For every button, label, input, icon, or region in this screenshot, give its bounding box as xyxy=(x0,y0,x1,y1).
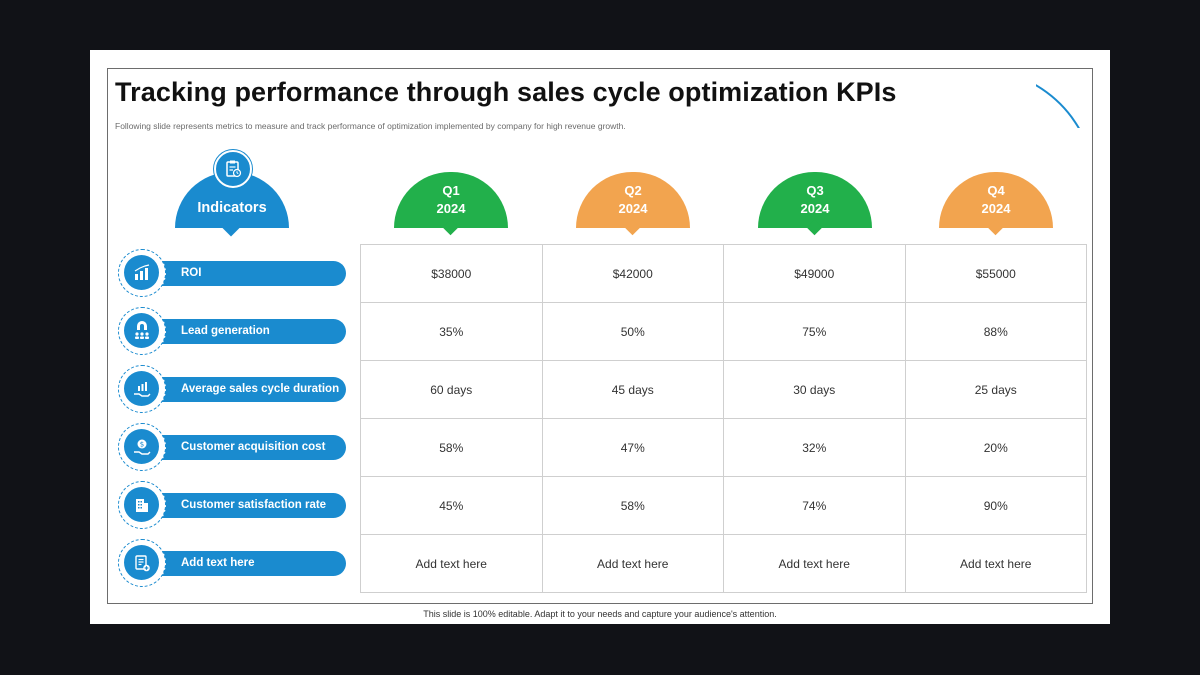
indicator-label: Customer acquisition cost xyxy=(181,441,326,453)
table-cell: Add text here xyxy=(723,534,906,593)
indicator-label: Customer satisfaction rate xyxy=(181,499,327,511)
table-cell: 58% xyxy=(541,476,724,535)
slide-frame xyxy=(107,68,1093,604)
indicator-pill: Customer acquisition cost xyxy=(148,435,346,460)
table-cell: 58% xyxy=(360,418,543,477)
footer-note: This slide is 100% editable. Adapt it to… xyxy=(423,609,777,619)
indicator-label: Lead generation xyxy=(181,325,270,337)
hand-money-icon: $ xyxy=(124,429,159,464)
clipboard-clock-icon xyxy=(214,150,252,188)
table-cell: $38000 xyxy=(360,244,543,303)
indicator-pill: Customer satisfaction rate xyxy=(148,493,346,518)
table-cell: 90% xyxy=(904,476,1087,535)
quarter-label: Q3 xyxy=(806,183,824,198)
indicator-pill: ROI xyxy=(148,261,346,286)
table-row: 58% 47% 32% 20% xyxy=(360,418,1087,477)
roi-chart-icon xyxy=(124,255,159,290)
document-plus-icon xyxy=(124,545,159,580)
indicator-add-text: Add text here xyxy=(118,534,348,592)
indicators-label: Indicators xyxy=(197,200,267,216)
table-cell: 74% xyxy=(723,476,906,535)
table-row: Add text here Add text here Add text her… xyxy=(360,534,1087,593)
table-cell: 35% xyxy=(360,302,543,361)
hand-chart-icon xyxy=(124,371,159,406)
indicator-lead-generation: Lead generation xyxy=(118,302,348,360)
table-cell: $49000 xyxy=(723,244,906,303)
table-cell: $55000 xyxy=(904,244,1087,303)
indicator-badge xyxy=(118,307,166,355)
table-cell: 32% xyxy=(723,418,906,477)
table-cell: 20% xyxy=(904,418,1087,477)
table-row: 60 days 45 days 30 days 25 days xyxy=(360,360,1087,419)
svg-text:$: $ xyxy=(139,440,143,448)
indicator-roi: ROI xyxy=(118,244,348,302)
quarter-year: 2024 xyxy=(800,201,830,216)
quarter-label: Q4 xyxy=(987,183,1005,198)
indicator-pill: Add text here xyxy=(148,551,346,576)
quarter-year: 2024 xyxy=(981,201,1011,216)
indicator-label: ROI xyxy=(181,267,202,279)
indicator-badge xyxy=(118,365,166,413)
table-row: 45% 58% 74% 90% xyxy=(360,476,1087,535)
indicator-badge xyxy=(118,249,166,297)
table-row: $38000 $42000 $49000 $55000 xyxy=(360,244,1087,303)
indicator-customer-satisfaction-rate: Customer satisfaction rate xyxy=(118,476,348,534)
page-title: Tracking performance through sales cycle… xyxy=(115,77,897,107)
quarter-label: Q2 xyxy=(624,183,642,198)
table-row: 35% 50% 75% 88% xyxy=(360,302,1087,361)
table-cell: $42000 xyxy=(541,244,724,303)
quarter-label: Q1 xyxy=(442,183,460,198)
table-cell: 45% xyxy=(360,476,543,535)
table-cell: 45 days xyxy=(541,360,724,419)
indicator-label: Average sales cycle duration xyxy=(181,383,340,395)
indicator-customer-acquisition-cost: Customer acquisition cost $ xyxy=(118,418,348,476)
quarter-year: 2024 xyxy=(436,201,466,216)
indicator-badge xyxy=(118,481,166,529)
table-cell: 50% xyxy=(541,302,724,361)
magnet-people-icon xyxy=(124,313,159,348)
table-cell: 47% xyxy=(541,418,724,477)
corner-accent xyxy=(1036,68,1096,128)
slide: Tracking performance through sales cycle… xyxy=(90,50,1110,624)
page-subtitle: Following slide represents metrics to me… xyxy=(115,121,626,131)
quarter-year: 2024 xyxy=(618,201,648,216)
table-cell: Add text here xyxy=(360,534,543,593)
building-icon xyxy=(124,487,159,522)
table-cell: 30 days xyxy=(723,360,906,419)
indicator-pill: Average sales cycle duration xyxy=(148,377,346,402)
table-cell: 60 days xyxy=(360,360,543,419)
indicator-pill: Lead generation xyxy=(148,319,346,344)
indicator-label: Add text here xyxy=(181,557,255,569)
table-cell: 25 days xyxy=(904,360,1087,419)
table-cell: Add text here xyxy=(904,534,1087,593)
indicator-badge xyxy=(118,539,166,587)
table-cell: 75% xyxy=(723,302,906,361)
indicator-badge: $ xyxy=(118,423,166,471)
table-cell: Add text here xyxy=(541,534,724,593)
indicator-average-sales-cycle-duration: Average sales cycle duration xyxy=(118,360,348,418)
kpi-table: $38000 $42000 $49000 $55000 35% 50% 75% … xyxy=(360,244,1087,593)
table-cell: 88% xyxy=(904,302,1087,361)
